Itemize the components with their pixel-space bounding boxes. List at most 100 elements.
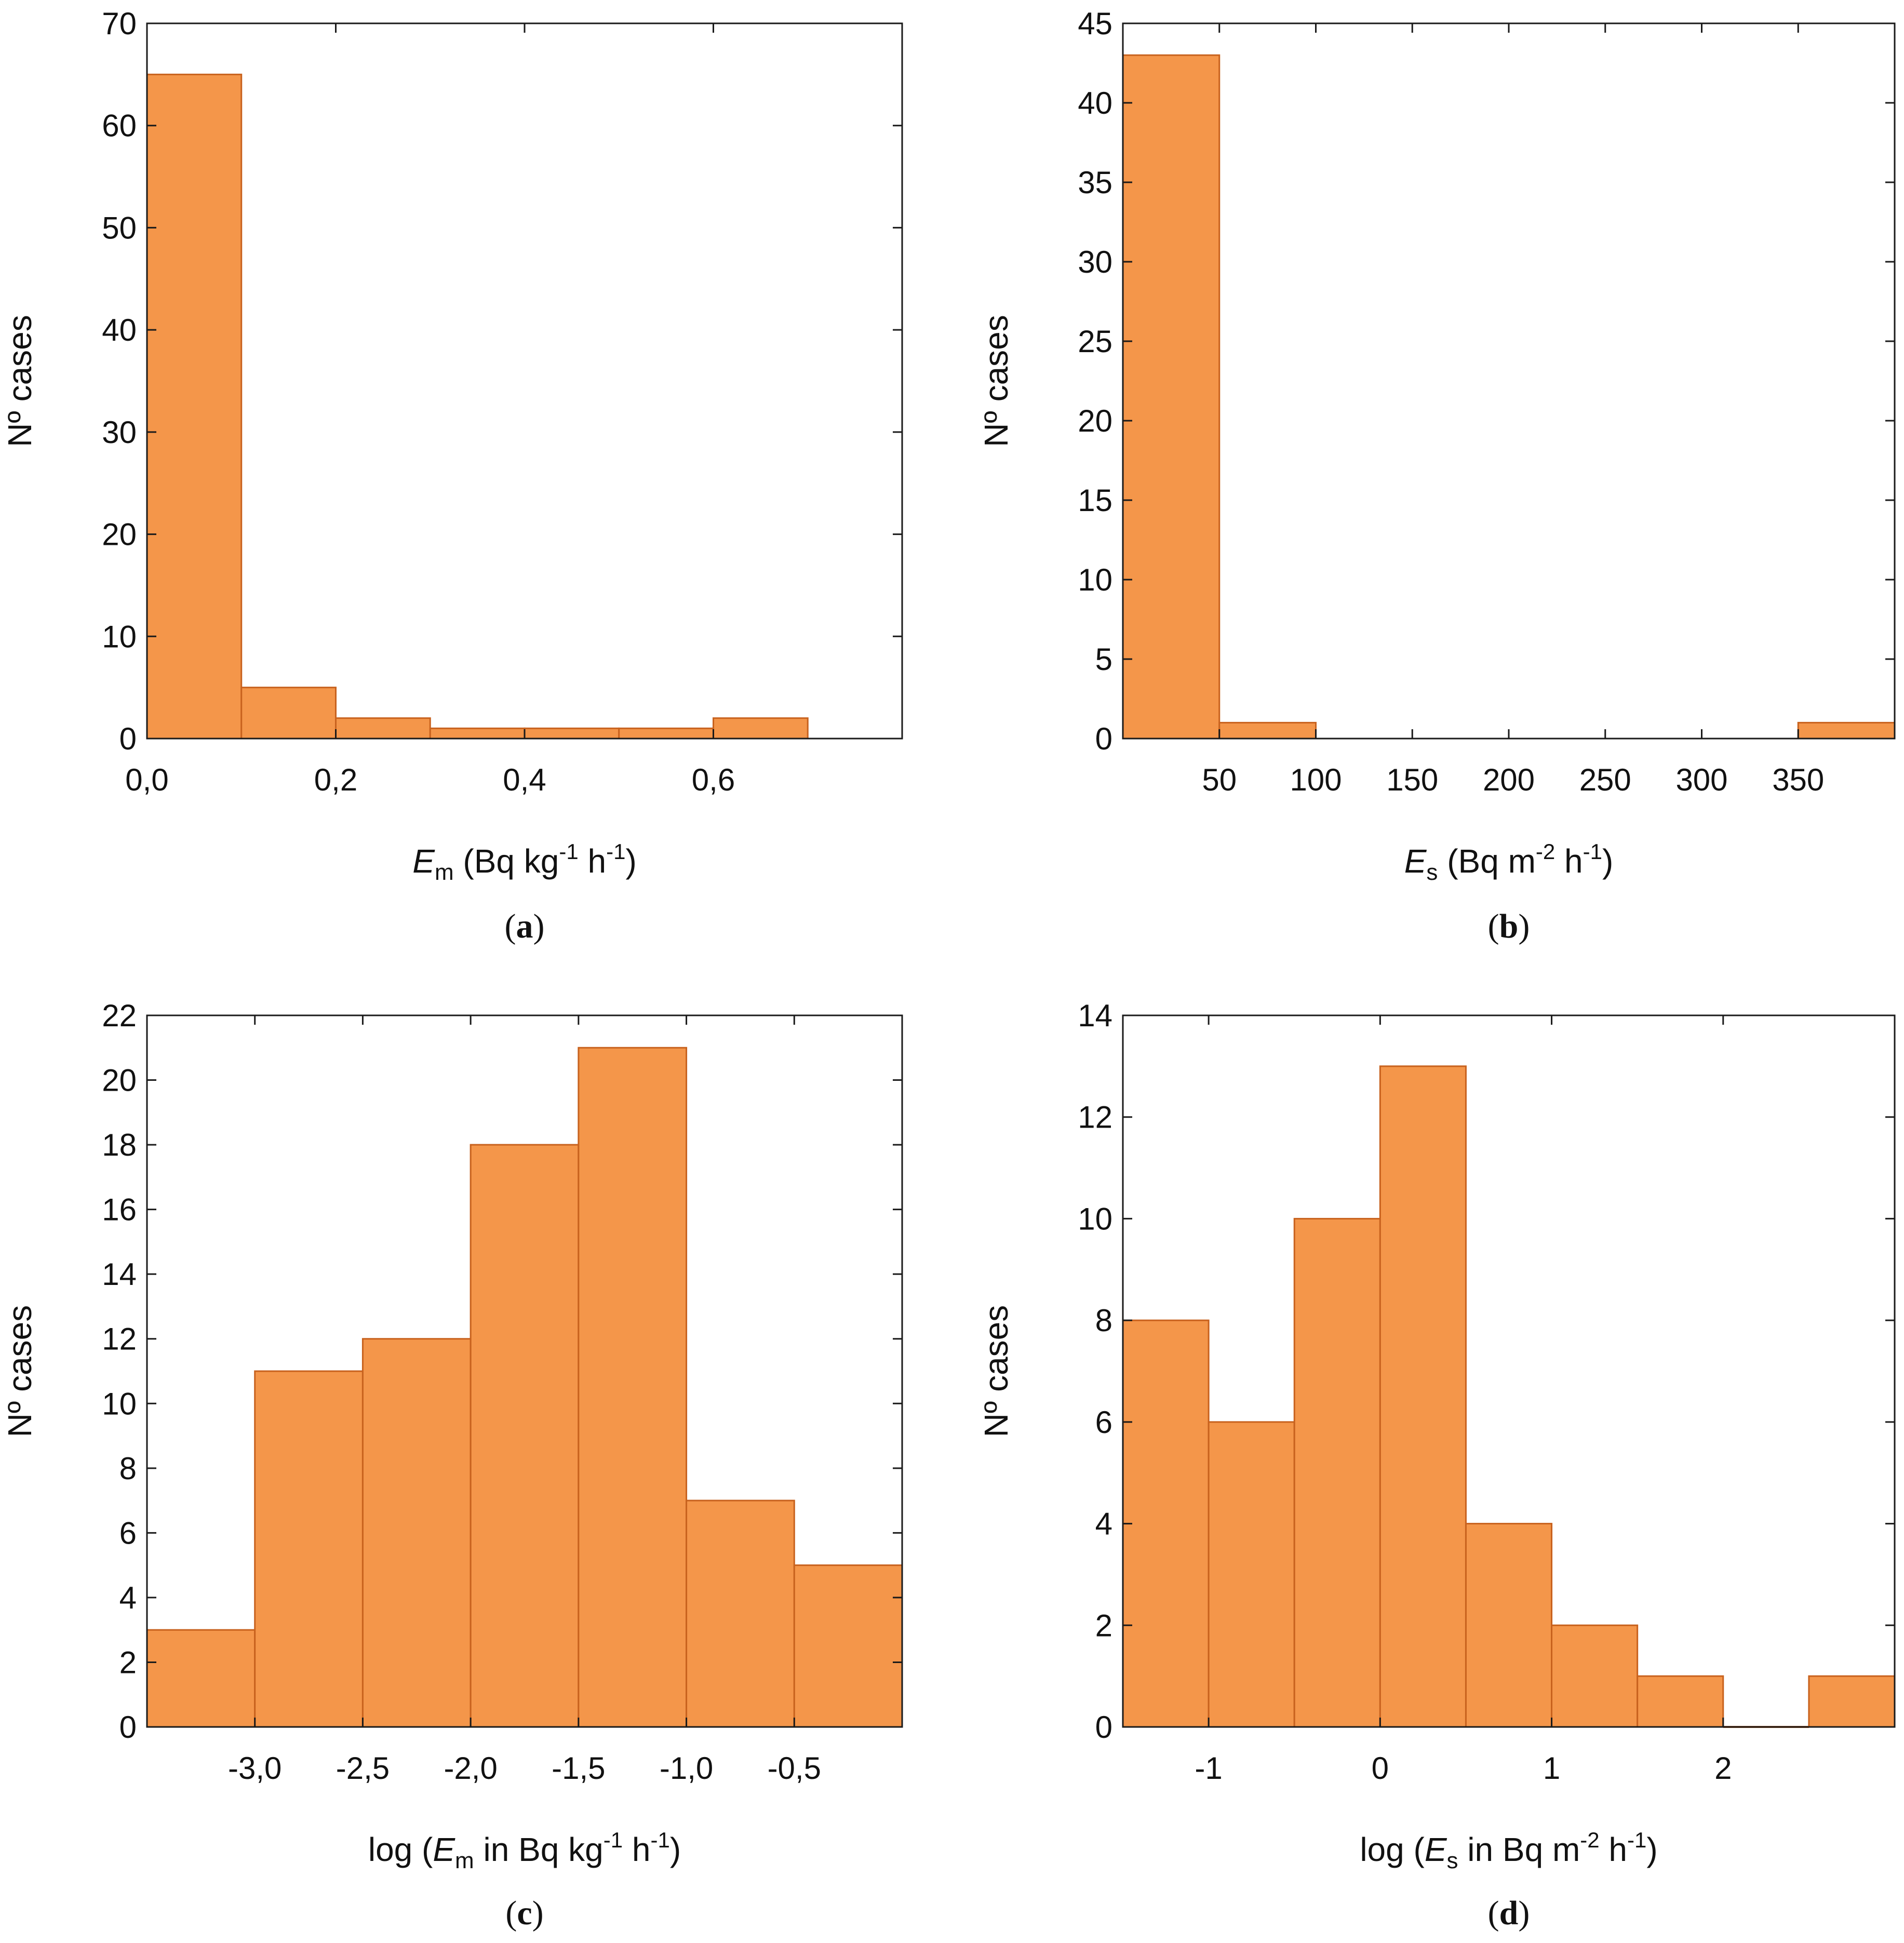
panel-c: 0 2 4 6 8 10 12 14 16 18 20 22 -3,0 -2,5 -2,0 -1,5 -1,0 -…	[1, 998, 903, 1932]
chart-a-bar-2	[335, 717, 431, 740]
chart-a-caption-open: (	[505, 907, 516, 945]
chart-a-ytick-label-7: 70	[102, 6, 137, 41]
chart-c-caption: (c)	[505, 1894, 543, 1932]
chart-d-bar-2	[1293, 1217, 1381, 1728]
chart-d-bar-1	[1208, 1421, 1295, 1728]
chart-b-xtick-label-5: 300	[1675, 762, 1727, 797]
chart-a-ytick-label-1: 10	[102, 619, 137, 654]
chart-d-caption-letter: d	[1499, 1894, 1519, 1932]
chart-a-bar-1	[240, 687, 337, 740]
chart-c-xtick-label-0: -3,0	[228, 1751, 281, 1786]
chart-a-bar-4	[524, 727, 620, 740]
chart-d-ylabel: Nº cases	[977, 1305, 1015, 1438]
chart-a-bar-6	[713, 717, 809, 740]
chart-c-xlabel-symbol: E	[433, 1831, 455, 1868]
chart-d-caption-close: )	[1518, 1894, 1530, 1932]
chart-a-xlabel-subscript: m	[435, 860, 454, 885]
chart-c-xtick-label-5: -0,5	[768, 1751, 821, 1786]
chart-c-xlabel-subscript: m	[455, 1848, 474, 1873]
chart-d-xlabel-symbol: E	[1425, 1831, 1447, 1868]
chart-c-xlabel-sup-1: -1	[604, 1828, 623, 1852]
chart-d-xlabel: log (Es in Bq m-2 h-1)	[1360, 1828, 1657, 1873]
chart-b-ytick-label-0: 0	[1095, 721, 1112, 756]
chart-b-ytick-label-3: 15	[1078, 483, 1112, 518]
chart-b-ytick-label-7: 35	[1078, 165, 1112, 200]
chart-c-xlabel-pre: log (	[368, 1831, 433, 1868]
chart-c-ytick-label-2: 4	[119, 1580, 137, 1615]
chart-c-caption-open: (	[505, 1894, 517, 1932]
chart-c-xtick-label-2: -2,0	[444, 1751, 497, 1786]
chart-d-xlabel-unit-h: h	[1600, 1831, 1627, 1868]
panel-a: 0 10 20 30 40 50 60 70 0,0 0,2 0,4 0,6 Nº cases Em (B…	[1, 6, 903, 945]
chart-b-ytick-label-4: 20	[1078, 404, 1112, 438]
chart-b-bar-1	[1218, 721, 1317, 740]
chart-b-ytick-label-2: 10	[1078, 562, 1112, 597]
chart-a-ytick-label-4: 40	[102, 313, 137, 347]
chart-c-xlabel-unit: in Bq kg	[474, 1831, 604, 1868]
chart-d-xtick-label-2: 1	[1543, 1751, 1560, 1786]
chart-c-ytick-label-5: 10	[102, 1386, 137, 1421]
chart-b-xtick-label-1: 100	[1290, 762, 1342, 797]
chart-b-xlabel: Es (Bq m-2 h-1)	[1404, 839, 1614, 885]
chart-c-ytick-label-11: 22	[102, 998, 137, 1033]
chart-b-bar-2	[1797, 721, 1896, 740]
chart-d-bar-6	[1637, 1675, 1724, 1728]
chart-b-ytick-label-8: 40	[1078, 86, 1112, 120]
chart-c-ytick-label-1: 2	[119, 1645, 137, 1680]
chart-c-ytick-label-8: 16	[102, 1192, 137, 1227]
chart-d-bar-3	[1379, 1065, 1467, 1728]
chart-d-ytick-label-3: 6	[1095, 1405, 1112, 1440]
chart-d-ytick-label-2: 4	[1095, 1507, 1112, 1542]
chart-d-plot-frame	[1122, 1014, 1896, 1728]
chart-b-ytick-label-9: 45	[1078, 6, 1112, 41]
chart-c-bar-0	[146, 1629, 256, 1728]
chart-c-ytick-label-3: 6	[119, 1516, 137, 1550]
chart-d-bar-8	[1808, 1675, 1896, 1728]
chart-a-caption-close: )	[533, 907, 545, 945]
chart-a-bar-5	[618, 727, 714, 740]
chart-c-caption-close: )	[532, 1894, 544, 1932]
chart-d-xlabel-subscript: s	[1447, 1848, 1458, 1873]
chart-b-xtick-label-0: 50	[1202, 762, 1237, 797]
chart-b-caption: (b)	[1488, 907, 1530, 945]
chart-d-ytick-label-7: 14	[1078, 998, 1112, 1033]
chart-c-bar-4	[578, 1047, 688, 1728]
chart-b-caption-open: (	[1488, 907, 1499, 945]
chart-d-ytick-label-5: 10	[1078, 1201, 1112, 1236]
chart-a-xlabel-unit: (Bq kg	[454, 842, 559, 880]
chart-d-xlabel-sup-2: -1	[1627, 1828, 1646, 1852]
chart-d-ytick-label-0: 0	[1095, 1710, 1112, 1745]
chart-c-ylabel: Nº cases	[1, 1305, 38, 1438]
chart-c-ytick-label-6: 12	[102, 1322, 137, 1357]
chart-a-xlabel-end: )	[625, 842, 636, 880]
chart-a-bar-0	[146, 73, 243, 740]
chart-a-ytick-label-2: 20	[102, 517, 137, 552]
chart-a-xlabel-symbol: E	[412, 842, 435, 880]
chart-a-plot-frame	[146, 22, 903, 740]
chart-a-xlabel-sup-2: -1	[606, 839, 625, 864]
chart-c-plot-frame	[146, 1014, 903, 1728]
chart-c-xtick-label-1: -2,5	[336, 1751, 390, 1786]
chart-d-caption: (d)	[1488, 1894, 1530, 1932]
chart-b-caption-close: )	[1518, 907, 1530, 945]
chart-c-ytick-label-10: 20	[102, 1063, 137, 1098]
chart-c-bar-5	[686, 1499, 795, 1728]
chart-b-ytick-label-1: 5	[1095, 642, 1112, 677]
chart-d-bar-5	[1551, 1624, 1639, 1728]
chart-d-ytick-label-6: 12	[1078, 1100, 1112, 1135]
chart-c-bar-3	[470, 1144, 580, 1728]
chart-b-xlabel-subscript: s	[1426, 860, 1438, 885]
chart-d-ytick-label-4: 8	[1095, 1303, 1112, 1338]
chart-c-bar-2	[361, 1338, 472, 1728]
chart-b-bar-0	[1122, 54, 1221, 740]
chart-d-bar-4	[1465, 1523, 1553, 1728]
chart-b-caption-letter: b	[1499, 907, 1519, 945]
chart-d-bar-0	[1122, 1319, 1210, 1728]
chart-c-xtick-label-3: -1,5	[552, 1751, 605, 1786]
chart-d-xtick-label-1: 0	[1372, 1751, 1389, 1786]
chart-b-xlabel-end: )	[1602, 842, 1613, 880]
chart-c-xlabel-end: )	[670, 1831, 681, 1868]
chart-b-ytick-label-5: 25	[1078, 324, 1112, 359]
chart-b-xlabel-symbol: E	[1404, 842, 1427, 880]
chart-c-ytick-label-0: 0	[119, 1710, 137, 1745]
